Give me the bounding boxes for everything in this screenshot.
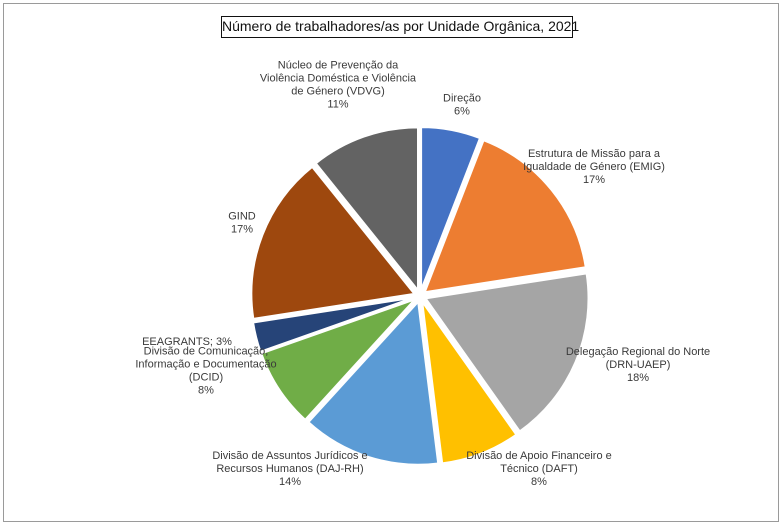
slice-label: Divisão de Apoio Financeiro e Técnico (DA… bbox=[466, 450, 612, 488]
slice-label: Estrutura de Missão para a Igualdade de G… bbox=[523, 148, 665, 186]
pie-slice bbox=[251, 296, 415, 353]
pie-slice bbox=[259, 298, 416, 422]
slice-label: Delegação Regional do Norte (DRN-UAEP) 18% bbox=[566, 346, 710, 384]
slice-label: Direção 6% bbox=[443, 93, 481, 118]
pie-slice bbox=[420, 126, 482, 291]
slice-label: Divisão de Comunicação, Informação e Docu… bbox=[135, 346, 276, 397]
slice-label: EEAGRANTS; 3% bbox=[142, 336, 232, 348]
slice-label: Divisão de Assuntos Jurídicos e Recursos … bbox=[212, 450, 367, 488]
slice-label: GIND 17% bbox=[228, 211, 256, 236]
pie-slice bbox=[306, 299, 440, 466]
pie-slice bbox=[250, 165, 417, 320]
pie-slice bbox=[314, 126, 420, 294]
chart-title: Número de trabalhadores/as por Unidade O… bbox=[221, 16, 579, 38]
slice-label: Núcleo de Prevenção da Violência Doméstic… bbox=[260, 60, 417, 111]
pie-slice bbox=[423, 138, 587, 294]
pie-slice bbox=[421, 301, 518, 465]
pie-slice bbox=[423, 272, 590, 433]
